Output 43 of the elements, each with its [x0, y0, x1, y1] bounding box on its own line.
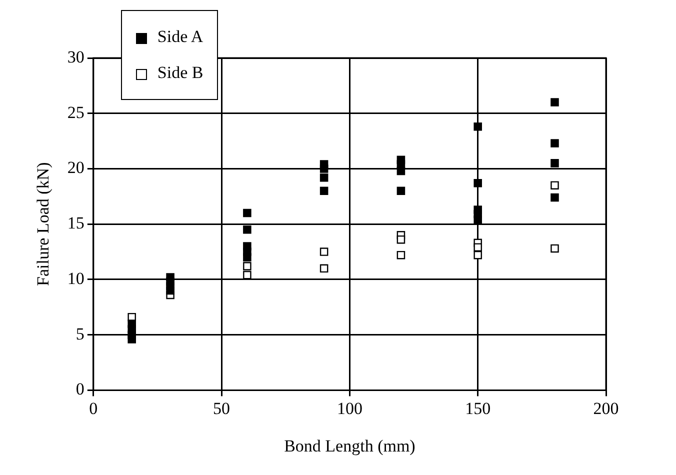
point: [550, 181, 559, 190]
point: [166, 286, 174, 295]
point: [128, 335, 136, 344]
x-tick-label: 150: [465, 398, 491, 418]
point: [320, 248, 328, 256]
point: [320, 164, 328, 173]
x-tick-label: 0: [89, 398, 98, 418]
point: [320, 186, 328, 196]
point: [396, 166, 406, 176]
point: [550, 244, 559, 253]
y-axis-title: Failure Load (kN): [34, 162, 53, 286]
point: [550, 193, 559, 202]
x-axis-title: Bond Length (mm): [284, 436, 416, 456]
point: [243, 208, 252, 218]
point: [320, 173, 328, 182]
point: [396, 250, 406, 260]
legend-label: Side B: [156, 62, 204, 84]
y-tick-label: 5: [76, 324, 84, 344]
point: [396, 186, 406, 196]
point: [474, 178, 482, 188]
point: [550, 98, 559, 106]
y-tick-label: 0: [76, 380, 84, 399]
point: [243, 262, 252, 270]
x-tick-label: 200: [593, 398, 619, 418]
point: [550, 139, 559, 148]
x-tick-label: 50: [213, 398, 230, 418]
point: [550, 159, 559, 168]
point: [474, 250, 482, 260]
legend-label: Side A: [156, 26, 204, 48]
point: [396, 235, 406, 244]
point: [243, 270, 252, 280]
point: [320, 264, 328, 273]
point: [474, 122, 482, 131]
y-tick-label: 30: [67, 47, 84, 66]
point: [474, 243, 482, 252]
y-tick-label: 20: [67, 158, 84, 178]
y-tick-label: 10: [67, 268, 84, 288]
point: [243, 253, 252, 262]
y-tick-label: 15: [67, 214, 84, 233]
point: [474, 216, 482, 224]
point: [243, 226, 252, 234]
y-tick-label: 25: [67, 102, 84, 122]
x-tick-label: 100: [336, 398, 362, 418]
